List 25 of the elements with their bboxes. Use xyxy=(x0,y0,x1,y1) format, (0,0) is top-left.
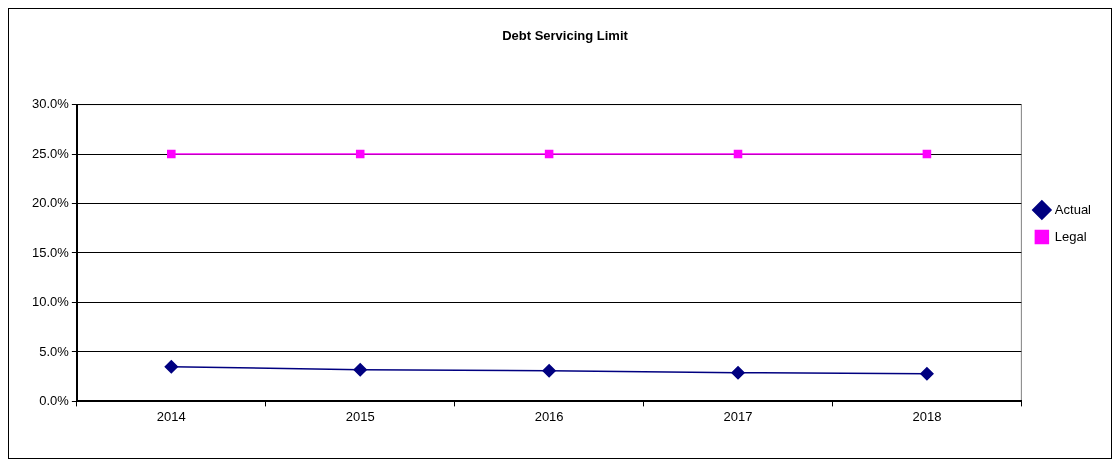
y-tick-label: 20.0% xyxy=(31,195,70,211)
point xyxy=(353,362,367,377)
point xyxy=(167,149,176,159)
x-tick-label: 2018 xyxy=(912,408,942,424)
y-tick-label: 0.0% xyxy=(39,392,70,408)
y-tick-label: 15.0% xyxy=(31,244,70,260)
y-tick-label: 10.0% xyxy=(31,294,70,310)
point xyxy=(542,363,556,378)
point xyxy=(920,366,934,381)
y-tick-label: 25.0% xyxy=(31,145,70,161)
point xyxy=(922,149,932,159)
x-tick-label: 2016 xyxy=(534,408,564,424)
legend-label: Legal xyxy=(1054,228,1087,244)
x-tick-label: 2014 xyxy=(156,408,186,424)
x-tick-label: 2017 xyxy=(723,408,753,424)
chart-title: Debt Servicing Limit xyxy=(502,28,629,44)
point xyxy=(544,149,554,159)
point xyxy=(164,360,179,374)
point xyxy=(733,149,743,159)
y-tick-label: 30.0% xyxy=(31,96,70,112)
point xyxy=(355,149,365,159)
point xyxy=(731,365,745,380)
y-tick-label: 5.0% xyxy=(39,343,70,359)
legend-label: Actual xyxy=(1054,201,1092,217)
x-tick-label: 2015 xyxy=(345,408,375,424)
